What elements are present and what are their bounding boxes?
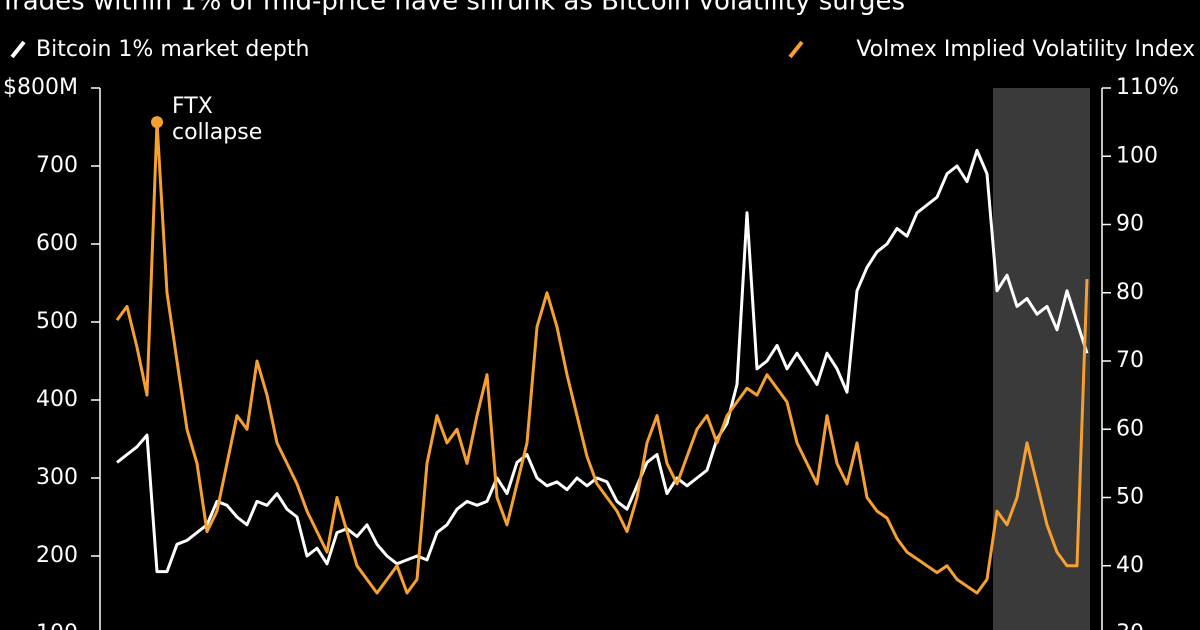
y2-tick-label: 100 (1116, 143, 1158, 168)
y2-tick-label: 110% (1116, 75, 1179, 100)
legend-label: Volmex Implied Volatility Index (856, 37, 1195, 62)
y-tick-label: 500 (36, 309, 78, 334)
legend-swatch (10, 40, 26, 59)
y-tick-label: 100 (36, 621, 78, 630)
annotation-dot (151, 116, 163, 129)
y-tick-label: 700 (36, 153, 78, 178)
chart-title: Trades within 1% of mid-price have shrun… (0, 0, 905, 17)
legend-label: Bitcoin 1% market depth (36, 37, 309, 62)
highlight-band (993, 88, 1090, 630)
series-line (116, 148, 1089, 574)
y-tick-label: $800M (3, 75, 78, 100)
annotation: FTX (172, 94, 213, 119)
series-line (115, 120, 1089, 595)
y-tick-label: 400 (36, 387, 78, 412)
y2-tick-label: 50 (1116, 485, 1144, 510)
annotation: collapse (172, 120, 262, 145)
y-tick-label: 600 (36, 231, 78, 256)
y2-tick-label: 80 (1116, 280, 1144, 305)
y2-tick-label: 90 (1116, 212, 1144, 237)
y2-tick-label: 30 (1116, 621, 1144, 630)
y2-tick-label: 60 (1116, 416, 1144, 441)
legend-swatch (788, 40, 804, 59)
y2-tick-label: 70 (1116, 348, 1144, 373)
y-tick-label: 300 (36, 465, 78, 490)
y-tick-label: 200 (36, 543, 78, 568)
y2-tick-label: 40 (1116, 553, 1144, 578)
